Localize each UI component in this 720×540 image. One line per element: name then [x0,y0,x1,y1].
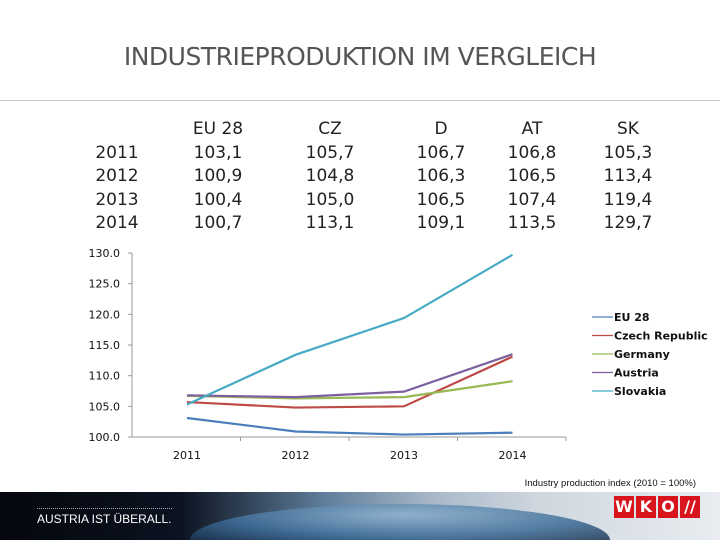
y-tick-label: 110.0 [89,370,121,383]
table-column-cz: CZ 105,7 104,8 105,0 113,1 [290,118,370,236]
earth-image [190,504,610,540]
legend-label: Slovakia [614,385,666,398]
table-cell: 113,4 [603,166,653,186]
line-chart: 100.0 105.0 110.0 115.0 120.0 125.0 130.0 2011 2… [89,247,708,462]
year-label: 2012 [95,166,139,186]
table-column-d: D 106,7 106,3 106,5 109,1 [401,118,481,236]
table-cell: 100,4 [193,189,243,210]
y-tick-label: 115.0 [89,339,121,352]
table-cell: 106,5 [416,189,466,210]
table-cell: 107,4 [507,189,557,210]
x-tick-label: 2011 [173,449,201,462]
year-label: 2013 [95,189,139,210]
table-column-at: AT 106,8 106,5 107,4 113,5 [492,118,572,236]
legend-label: Austria [614,367,659,380]
table-cell: 106,3 [416,166,466,186]
column-header: SK [617,119,639,139]
table-cell: 106,7 [416,142,466,163]
legend-label: Germany [614,348,670,361]
year-label: 2014 [95,213,139,233]
table-cell: 105,0 [305,189,355,210]
wko-logo: W K O// [614,496,700,518]
series-line-austria [186,353,513,399]
table-cell: 104,8 [305,166,355,186]
column-header: CZ [318,119,342,139]
table-cell: 105,3 [603,142,653,163]
title-divider [0,100,720,101]
slogan: AUSTRIA IST ÜBERALL. [37,508,172,526]
y-tick-label: 125.0 [89,278,121,291]
legend-label: EU 28 [614,311,650,324]
y-tick-label: 130.0 [89,247,121,260]
table-column-eu28: EU 28 103,1 100,9 100,4 100,7 [178,118,258,236]
slide-title: INDUSTRIEPRODUKTION IM VERGLEICH [123,42,597,71]
y-tick-label: 105.0 [89,400,121,413]
x-tick-label: 2014 [499,449,527,462]
column-header: AT [521,119,543,139]
chart-note: Industry production index (2010 = 100%) [524,478,696,489]
table-cell: 100,9 [193,166,243,186]
footer-banner: AUSTRIA IST ÜBERALL. W K O// [0,492,720,540]
table-cell: 119,4 [603,189,653,210]
table-cell: 106,5 [507,166,557,186]
table-cell: 113,1 [305,213,355,233]
series-line-eu-28 [186,416,513,436]
table-cell: 109,1 [416,213,466,233]
column-header: D [434,119,448,139]
x-tick-label: 2012 [282,449,310,462]
table-column-sk: SK 105,3 113,4 119,4 129,7 [588,118,668,236]
table-cell: 105,7 [305,142,355,163]
series-line-czech-republic [186,355,513,409]
legend-label: Czech Republic [614,330,708,343]
series-line-slovakia [186,253,514,406]
table-cell: 103,1 [193,142,243,163]
year-label: 2011 [95,142,139,163]
x-tick-label: 2013 [390,449,418,462]
y-tick-label: 120.0 [89,308,121,321]
y-tick-label: 100.0 [89,431,121,444]
table-cell: 106,8 [507,142,557,163]
table-year-column: 2011 2012 2013 2014 [92,142,142,236]
table-cell: 129,7 [603,213,653,233]
table-cell: 113,5 [507,213,557,233]
column-header: EU 28 [192,119,244,139]
table-cell: 100,7 [193,213,243,233]
